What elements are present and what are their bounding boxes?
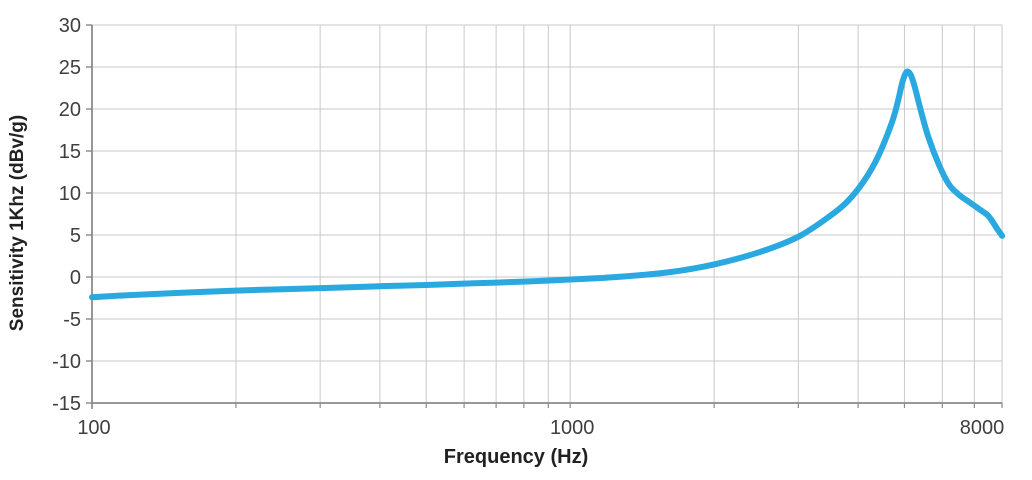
sensitivity-curve [89,68,1006,301]
y-tick-label: 30 [59,15,81,37]
gridlines-group [91,24,1003,404]
y-tick-label: 25 [59,57,81,79]
x-tick-label: 100 [77,417,110,439]
y-tick-label: 15 [59,141,81,163]
y-tick-label: 0 [70,267,81,289]
x-tick-label: 8000 [960,417,1005,439]
y-tick-label: -10 [52,351,81,373]
x-tick-label: 1000 [550,417,595,439]
curves-group [89,68,1006,301]
axes-group [86,24,1003,409]
y-axis-title: Sensitivity 1Khz (dBv/g) [7,114,28,332]
y-tick-label: 10 [59,183,81,205]
y-tick-label: 20 [59,99,81,121]
x-axis-title: Frequency (Hz) [443,446,589,468]
y-tick-label: -5 [63,309,81,331]
y-tick-label: 5 [70,225,81,247]
y-tick-label: -15 [52,393,81,415]
